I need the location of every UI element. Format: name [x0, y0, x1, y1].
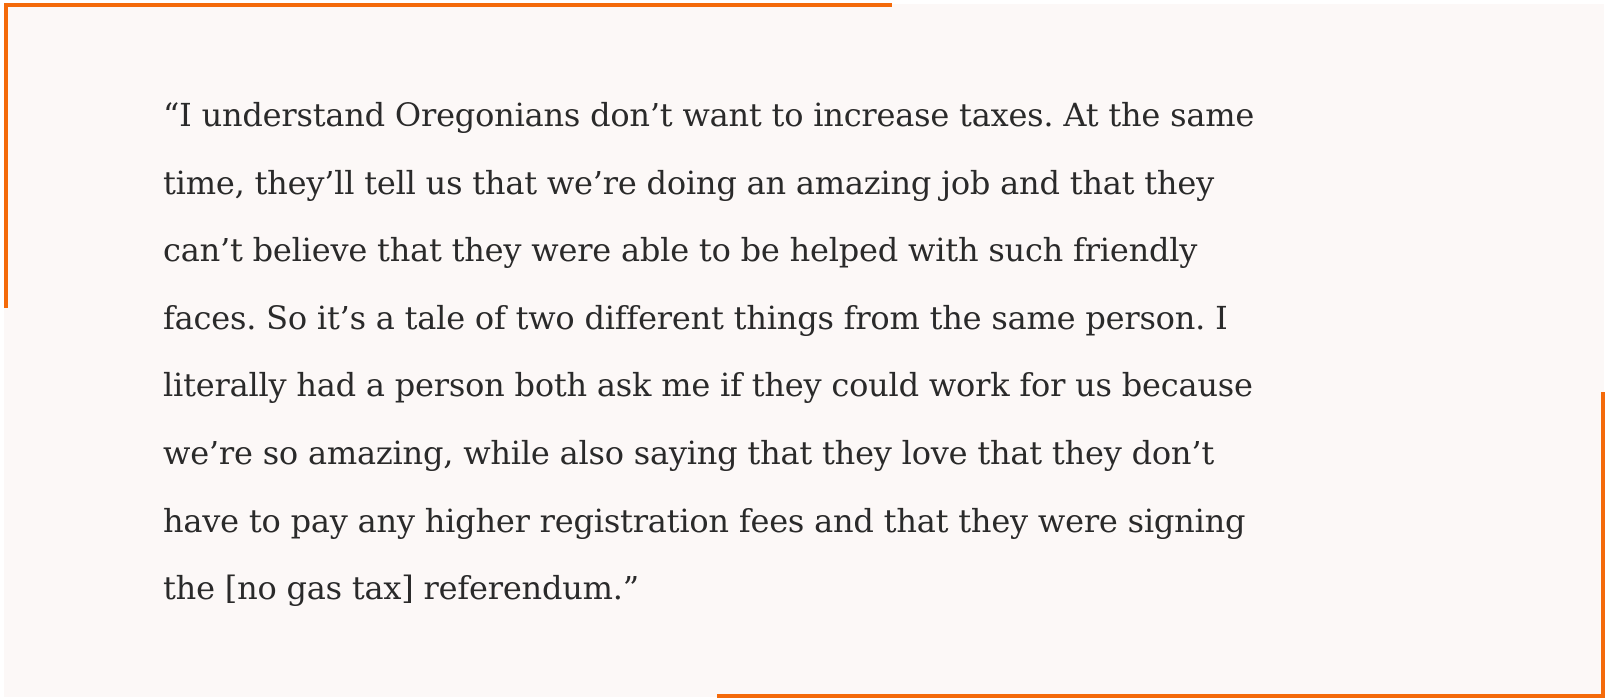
border-bottom-right-vertical	[1601, 392, 1605, 698]
border-top-left-vertical	[4, 3, 8, 308]
border-bottom-right-horizontal	[717, 694, 1605, 698]
quote-line: can’t believe that they were able to be …	[163, 231, 1198, 270]
pull-quote: “I understand Oregonians don’t want to i…	[163, 82, 1254, 623]
pull-quote-card	[4, 4, 1604, 697]
quote-line: have to pay any higher registration fees…	[163, 501, 1246, 540]
quote-line: faces. So it’s a tale of two different t…	[163, 298, 1228, 337]
quote-line: “I understand Oregonians don’t want to i…	[163, 96, 1255, 134]
quote-line: the [no gas tax] referendum.”	[163, 569, 639, 608]
border-top-left-horizontal	[4, 3, 892, 7]
quote-line: we’re so amazing, while also saying that…	[163, 433, 1214, 472]
quote-line: time, they’ll tell us that we’re doing a…	[163, 163, 1214, 202]
quote-line: literally had a person both ask me if th…	[163, 366, 1253, 405]
